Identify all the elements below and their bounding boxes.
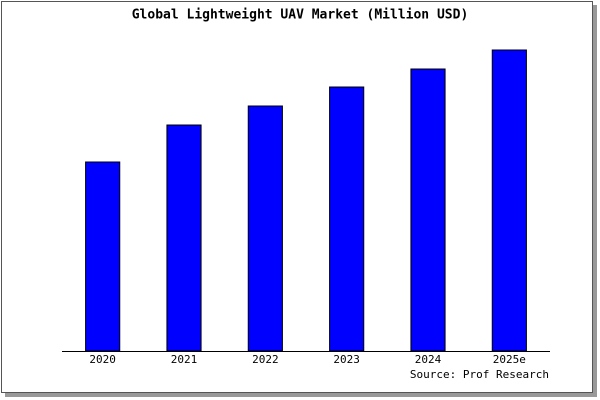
x-tick-label: 2024 (415, 353, 442, 366)
x-tick-label: 2022 (252, 353, 279, 366)
source-note: Source: Prof Research (410, 368, 549, 381)
x-tick-label: 2021 (171, 353, 198, 366)
bar (166, 124, 202, 352)
bar (85, 161, 121, 352)
x-tick-label: 2023 (333, 353, 360, 366)
x-tick-label: 2020 (89, 353, 116, 366)
x-tick-label: 2025e (493, 353, 526, 366)
bar (329, 86, 365, 352)
chart-title: Global Lightweight UAV Market (Million U… (132, 8, 469, 23)
bar (491, 49, 527, 352)
bar (247, 105, 283, 352)
bar (410, 68, 446, 352)
